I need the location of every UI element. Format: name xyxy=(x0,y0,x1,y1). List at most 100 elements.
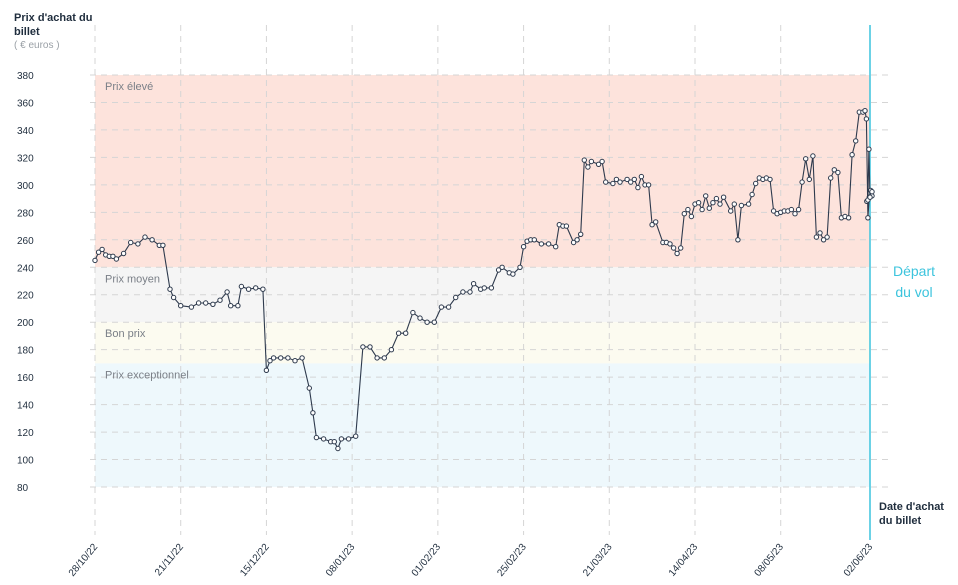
y-tick-label: 180 xyxy=(17,346,34,357)
grid-lines xyxy=(90,25,890,535)
zone-label: Prix élevé xyxy=(105,81,153,93)
data-point xyxy=(699,206,705,213)
data-point xyxy=(238,283,245,290)
data-point xyxy=(538,241,545,247)
data-point xyxy=(470,281,477,287)
data-point xyxy=(395,330,402,336)
data-point xyxy=(865,215,871,221)
data-point xyxy=(113,256,120,262)
data-point xyxy=(653,219,659,225)
data-point xyxy=(299,355,305,361)
data-point xyxy=(135,241,141,247)
data-point xyxy=(203,300,209,306)
data-point xyxy=(720,194,727,200)
data-point xyxy=(360,344,366,350)
data-point xyxy=(713,195,720,202)
zone-band xyxy=(95,75,870,268)
data-point xyxy=(817,230,823,236)
data-point xyxy=(803,156,809,162)
x-tick-label: 25/02/23 xyxy=(495,542,529,579)
data-point xyxy=(313,434,320,441)
data-point xyxy=(595,161,602,168)
x-tick-label: 02/06/23 xyxy=(842,542,876,579)
y-tick-label: 300 xyxy=(17,181,34,192)
data-point xyxy=(306,385,312,391)
data-point xyxy=(128,239,134,246)
data-point xyxy=(706,205,712,211)
data-point xyxy=(674,250,680,257)
data-point xyxy=(553,244,559,250)
x-tick-label: 14/04/23 xyxy=(667,542,701,579)
y-tick-label: 100 xyxy=(17,456,34,467)
data-point xyxy=(99,246,105,253)
data-point xyxy=(670,245,677,251)
data-point xyxy=(667,241,673,247)
y-tick-label: 220 xyxy=(17,291,34,302)
zone-band xyxy=(95,322,870,364)
data-point xyxy=(481,285,487,291)
data-point xyxy=(431,319,437,325)
price-markers xyxy=(92,108,875,452)
data-point xyxy=(92,257,98,264)
data-point xyxy=(581,157,587,163)
data-point xyxy=(767,176,773,183)
x-axis-ticks: 28/10/22 21/11/22 15/12/22 08/01/23 01/02/23… xyxy=(67,542,876,579)
data-point xyxy=(331,439,337,445)
data-point xyxy=(260,286,266,292)
data-point xyxy=(374,355,380,361)
data-point xyxy=(278,355,284,361)
data-point xyxy=(617,179,623,185)
data-point xyxy=(563,223,570,229)
data-point xyxy=(120,250,127,257)
y-tick-label: 340 xyxy=(17,126,34,137)
y-tick-label: 200 xyxy=(17,318,34,329)
x-tick-label: 08/05/23 xyxy=(753,542,787,579)
data-point xyxy=(453,294,459,301)
x-tick-label: 15/12/22 xyxy=(238,542,272,579)
data-point xyxy=(728,208,734,214)
y-axis-title: Prix d'achat du billet xyxy=(14,12,93,38)
data-point xyxy=(735,237,741,243)
data-point xyxy=(645,182,652,188)
data-point xyxy=(588,158,595,165)
x-tick-label: 01/02/23 xyxy=(410,542,444,579)
data-point xyxy=(810,153,816,159)
data-point xyxy=(795,206,802,213)
data-point xyxy=(831,167,837,173)
data-point xyxy=(845,215,852,221)
data-point xyxy=(813,234,820,240)
data-point xyxy=(853,138,859,144)
x-axis-title: Date d'achat du billet xyxy=(879,501,944,527)
data-point xyxy=(445,304,452,310)
x-tick-label: 08/01/23 xyxy=(324,542,358,579)
data-point xyxy=(170,294,177,301)
data-point xyxy=(624,176,630,183)
data-point xyxy=(245,286,252,292)
zone-label: Bon prix xyxy=(105,328,146,340)
data-point xyxy=(749,191,755,198)
data-point xyxy=(613,176,620,183)
data-point xyxy=(149,237,155,243)
zone-band xyxy=(95,363,870,487)
data-point xyxy=(292,358,298,364)
data-point xyxy=(285,355,291,361)
data-point xyxy=(353,433,359,439)
data-point xyxy=(95,249,102,255)
data-point xyxy=(188,304,195,310)
data-point xyxy=(417,315,423,321)
data-point xyxy=(866,146,872,152)
data-point xyxy=(849,152,855,158)
data-point xyxy=(610,180,616,187)
data-point xyxy=(792,211,798,217)
y-tick-label: 260 xyxy=(17,236,34,247)
data-point xyxy=(863,116,870,122)
data-point xyxy=(217,297,223,303)
data-point xyxy=(142,234,148,240)
data-point xyxy=(738,202,745,209)
y-tick-label: 120 xyxy=(17,428,34,439)
departure-label: Départ du vol xyxy=(892,263,936,300)
data-point xyxy=(499,264,505,270)
y-axis-ticks: 80 100 120 140 160 180 200 220 240 260 280 300 320 34… xyxy=(17,71,34,494)
data-point xyxy=(585,164,591,170)
